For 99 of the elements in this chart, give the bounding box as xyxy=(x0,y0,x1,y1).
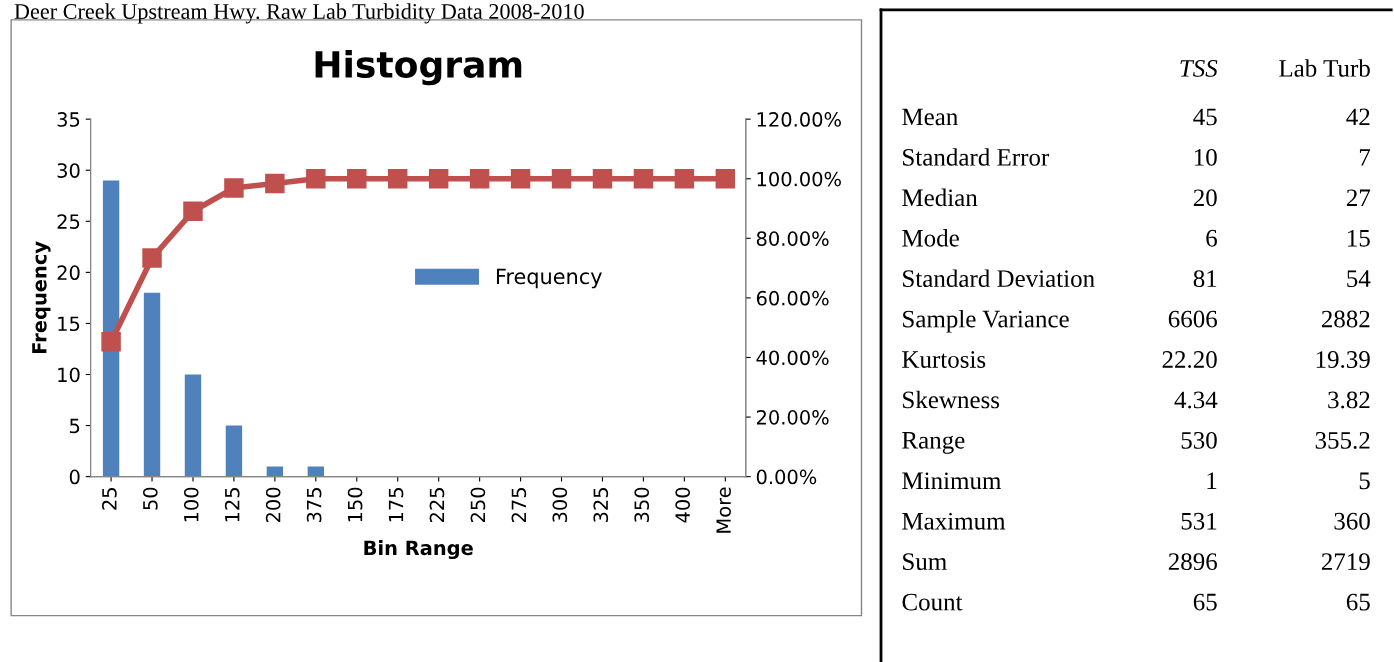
text: 54 xyxy=(1347,270,1371,288)
chart-title: Histogram xyxy=(315,50,522,86)
category-label: Minimum xyxy=(902,472,1002,490)
y2-tick-label: 80.00% xyxy=(756,231,829,246)
text: 2896 xyxy=(1168,553,1217,571)
bar xyxy=(307,466,325,477)
y2-tick-label: 60.00% xyxy=(756,290,829,306)
point xyxy=(142,248,162,268)
point xyxy=(265,173,285,194)
text: 355.2 xyxy=(1315,431,1370,449)
category-label: Standard Error xyxy=(903,148,1050,166)
x-tick-label: 325 xyxy=(593,488,609,522)
text: 65 xyxy=(1346,593,1370,611)
category-label: Skewness xyxy=(903,390,1000,409)
text: 10 xyxy=(1194,148,1217,166)
point xyxy=(592,169,613,189)
y-tick-label: 25 xyxy=(57,214,80,229)
y-tick-label: 30 xyxy=(57,163,80,178)
x-tick-label: 50 xyxy=(142,487,158,510)
x-tick-label: 150 xyxy=(347,487,363,522)
text: 531 xyxy=(1181,512,1217,530)
text: 81 xyxy=(1193,270,1217,288)
category-label: Mean xyxy=(902,108,958,126)
point xyxy=(183,201,203,221)
text: 20 xyxy=(1193,189,1217,207)
point xyxy=(510,169,531,189)
bar xyxy=(266,466,284,477)
x-tick-label: 350 xyxy=(634,487,650,522)
x-tick-label: 300 xyxy=(552,487,568,522)
point xyxy=(633,169,654,189)
x-tick-label: 25 xyxy=(102,488,117,510)
x-tick-label: 200 xyxy=(265,487,281,523)
category-label: Range xyxy=(902,432,965,454)
category-label: Sum xyxy=(903,553,947,571)
x-tick-label: 125 xyxy=(224,488,240,522)
y-tick-label: 10 xyxy=(58,367,80,383)
category-label: Count xyxy=(902,593,963,611)
legend-label: Frequency xyxy=(496,268,602,289)
point xyxy=(101,331,121,352)
text: 65 xyxy=(1193,593,1217,611)
text: 530 xyxy=(1181,431,1217,449)
bar xyxy=(143,292,161,477)
point xyxy=(306,169,326,189)
text: 5 xyxy=(1359,472,1370,490)
text: 4.34 xyxy=(1174,391,1218,409)
x-tick-label: 375 xyxy=(306,488,322,522)
bar xyxy=(102,180,120,477)
text: 6606 xyxy=(1168,310,1217,328)
y-tick-label: 0 xyxy=(69,469,80,485)
point xyxy=(347,169,367,189)
y2-tick-label: 40.00% xyxy=(756,350,829,366)
text: 15 xyxy=(1348,229,1370,247)
text: 6 xyxy=(1206,229,1217,247)
x-axis-title: Bin Range xyxy=(364,540,473,560)
text: 2882 xyxy=(1321,310,1370,328)
bar xyxy=(184,374,202,477)
text: Deer Creek Upstream Hwy. Raw Lab Turbidity Data 2008-2010 xyxy=(14,3,584,24)
y-tick-label: 5 xyxy=(70,418,80,434)
bar xyxy=(225,425,243,477)
y2-tick-label: 0.00% xyxy=(756,469,817,485)
y-tick-label: 35 xyxy=(57,112,80,127)
category-label: TSS xyxy=(1180,60,1218,77)
text: 22.20 xyxy=(1162,351,1217,369)
y-tick-label: 20 xyxy=(57,265,80,281)
category-label: Lab Turb xyxy=(1279,59,1370,77)
text: 27 xyxy=(1346,189,1371,206)
category-label: Mode xyxy=(902,229,959,247)
category-label: Standard Deviation xyxy=(903,269,1095,288)
text: 360 xyxy=(1334,512,1370,530)
y2-tick-label: 20.00% xyxy=(756,410,829,425)
x-tick-label: More xyxy=(716,487,731,533)
point xyxy=(674,169,695,189)
x-tick-label: 100 xyxy=(183,487,199,522)
point xyxy=(469,169,490,189)
y-axis-title: Frequency xyxy=(32,241,51,354)
y2-tick-label: 100.00% xyxy=(757,171,841,187)
point xyxy=(388,169,408,189)
text: 19.39 xyxy=(1316,351,1370,369)
x-tick-label: 250 xyxy=(470,487,486,523)
x-tick-label: 175 xyxy=(388,488,404,522)
category-label: Median xyxy=(902,188,978,207)
category-label: Maximum xyxy=(902,512,1006,530)
text: 45 xyxy=(1193,108,1217,126)
text: 2719 xyxy=(1321,553,1370,571)
x-tick-label: 400 xyxy=(675,487,691,523)
text: 1 xyxy=(1207,472,1217,489)
point xyxy=(428,169,449,189)
point xyxy=(551,169,572,189)
text: 3.82 xyxy=(1328,391,1370,409)
category-label: Sample Variance xyxy=(903,309,1069,333)
point xyxy=(224,178,244,198)
x-tick-label: 225 xyxy=(429,488,445,523)
category-label: Kurtosis xyxy=(902,351,986,368)
x-tick-label: 275 xyxy=(511,488,527,523)
point xyxy=(715,169,736,189)
text: 42 xyxy=(1346,108,1370,126)
y2-tick-label: 120.00% xyxy=(757,112,841,127)
y-tick-label: 15 xyxy=(58,316,80,332)
text: 7 xyxy=(1359,149,1371,166)
